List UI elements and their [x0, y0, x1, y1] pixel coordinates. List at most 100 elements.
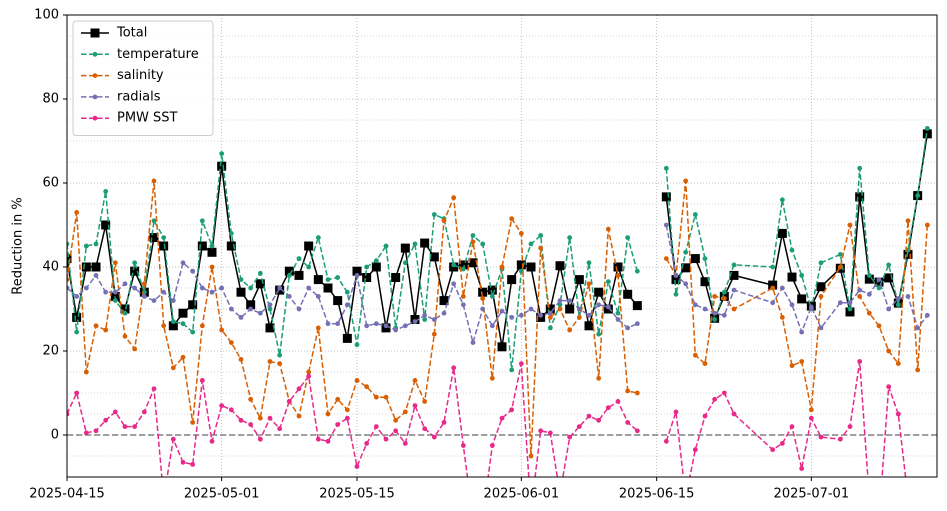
marker [209, 289, 215, 295]
marker [692, 212, 698, 217]
marker [306, 264, 312, 270]
marker [489, 294, 495, 299]
marker [112, 289, 118, 295]
marker [412, 319, 418, 324]
marker [226, 241, 236, 251]
marker [228, 306, 234, 312]
marker [439, 296, 449, 306]
marker [538, 312, 544, 318]
marker [712, 294, 718, 299]
marker [528, 306, 534, 312]
marker [199, 323, 205, 329]
marker [915, 193, 921, 199]
marker [480, 296, 486, 301]
marker [779, 197, 785, 203]
marker [615, 310, 621, 316]
marker [576, 424, 582, 429]
marker [565, 304, 575, 314]
marker [122, 424, 128, 429]
marker [818, 434, 824, 440]
marker [721, 296, 727, 301]
marker [159, 241, 169, 251]
marker [383, 243, 389, 249]
marker [383, 436, 389, 442]
marker [180, 354, 186, 360]
marker [576, 315, 582, 320]
marker [180, 260, 186, 266]
marker [584, 321, 594, 331]
marker [304, 241, 314, 251]
marker [306, 285, 312, 291]
marker [315, 235, 321, 241]
marker [518, 231, 524, 236]
marker [103, 289, 109, 295]
marker [799, 273, 805, 278]
marker [313, 275, 323, 285]
marker [721, 289, 727, 295]
marker [420, 238, 430, 248]
marker [451, 195, 457, 201]
marker [383, 323, 389, 329]
marker [789, 302, 795, 308]
marker [797, 294, 807, 304]
marker [141, 281, 147, 287]
marker [91, 262, 101, 272]
marker [586, 260, 592, 266]
legend-label: salinity [117, 68, 164, 83]
marker [857, 165, 863, 171]
marker [905, 218, 911, 224]
marker [528, 453, 534, 459]
marker [112, 298, 118, 303]
marker [526, 262, 536, 272]
marker [509, 407, 515, 413]
marker [702, 413, 708, 419]
marker [74, 329, 80, 335]
marker [277, 426, 283, 432]
marker [103, 417, 109, 423]
marker [605, 279, 611, 285]
marker [586, 413, 592, 419]
marker [518, 312, 524, 318]
marker [422, 317, 428, 322]
marker [538, 245, 544, 251]
marker [248, 285, 254, 291]
marker [451, 365, 457, 371]
marker [373, 321, 379, 327]
marker [509, 315, 515, 320]
marker [683, 178, 689, 184]
marker [857, 287, 863, 293]
marker [712, 310, 718, 316]
marker [837, 252, 843, 257]
marker [429, 252, 439, 262]
marker [267, 359, 273, 364]
marker [818, 294, 824, 299]
marker [499, 264, 505, 270]
marker [605, 304, 611, 310]
marker [103, 327, 109, 333]
marker [460, 294, 466, 299]
marker [615, 273, 621, 278]
marker [296, 413, 302, 419]
marker [692, 352, 698, 358]
marker [470, 233, 476, 238]
marker [325, 411, 331, 417]
marker [122, 333, 128, 339]
marker [538, 233, 544, 238]
marker [613, 262, 623, 272]
marker [895, 296, 901, 301]
marker [547, 325, 553, 331]
marker [364, 264, 370, 270]
marker [470, 340, 476, 345]
marker [277, 285, 283, 291]
plot-area [67, 125, 937, 477]
marker [673, 291, 679, 297]
marker [267, 306, 273, 312]
marker [866, 310, 872, 316]
marker [567, 235, 573, 241]
marker [702, 306, 708, 312]
marker [586, 281, 592, 287]
marker [876, 285, 882, 291]
marker [692, 302, 698, 308]
marker [412, 241, 418, 247]
